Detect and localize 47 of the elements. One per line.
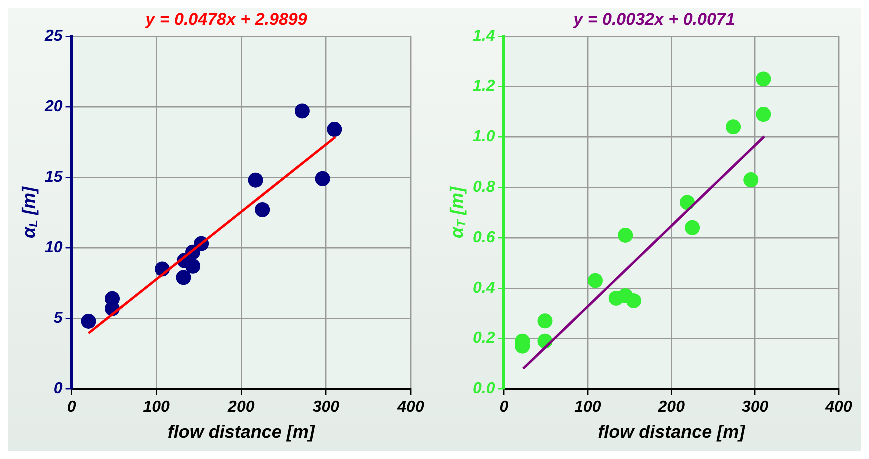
point [294,104,310,119]
point [744,172,759,188]
y-tick-label: 1.2 [472,78,496,96]
x-tick-label: 0 [67,399,76,416]
chart-title: y = 0.0478x + 2.9899 [144,10,308,29]
point [176,270,192,286]
point [81,314,96,329]
y-tick-label: 0.2 [472,330,496,348]
x-tick-label: 400 [824,399,852,416]
point [626,294,642,308]
point [538,314,553,329]
x-tick-label: 300 [312,399,340,416]
y-tick-label: 5 [54,310,64,328]
y-tick-label: 0.6 [472,229,496,246]
y-tick-label: 25 [44,28,64,45]
point [248,172,264,188]
x-tick-label: 100 [574,399,602,416]
y-tick-label: 0 [54,380,63,398]
y-tick-label: 1.0 [472,128,496,146]
point [255,202,270,218]
x-tick-label: 400 [396,399,424,416]
x-axis-title: flow distance [m] [168,422,316,442]
y-tick-label: 15 [45,168,64,186]
y-tick-label: 0.8 [472,179,496,196]
y-tick-label: 1.4 [472,28,496,45]
point [685,220,700,236]
y-tick-label: 10 [45,239,63,256]
point [726,120,742,135]
point [756,107,772,122]
y-axis-title: αL [m] [18,186,40,239]
x-tick-label: 300 [742,399,769,416]
point [315,171,330,186]
point [588,273,603,288]
x-tick-label: 200 [657,399,686,416]
chart-title: y = 0.0032x + 0.0071 [572,10,736,29]
point [186,258,201,274]
y-tick-label: 0.0 [472,380,496,398]
x-tick-label: 100 [143,399,170,416]
point [327,122,342,138]
x-tick-label: 0 [500,399,509,416]
point [618,228,634,243]
point [756,72,772,87]
y-tick-label: 20 [44,98,63,116]
y-axis-title: αT [m] [446,186,468,239]
x-tick-label: 200 [227,399,255,416]
y-tick-label: 0.4 [472,280,496,297]
x-axis-title: flow distance [m] [598,422,746,442]
